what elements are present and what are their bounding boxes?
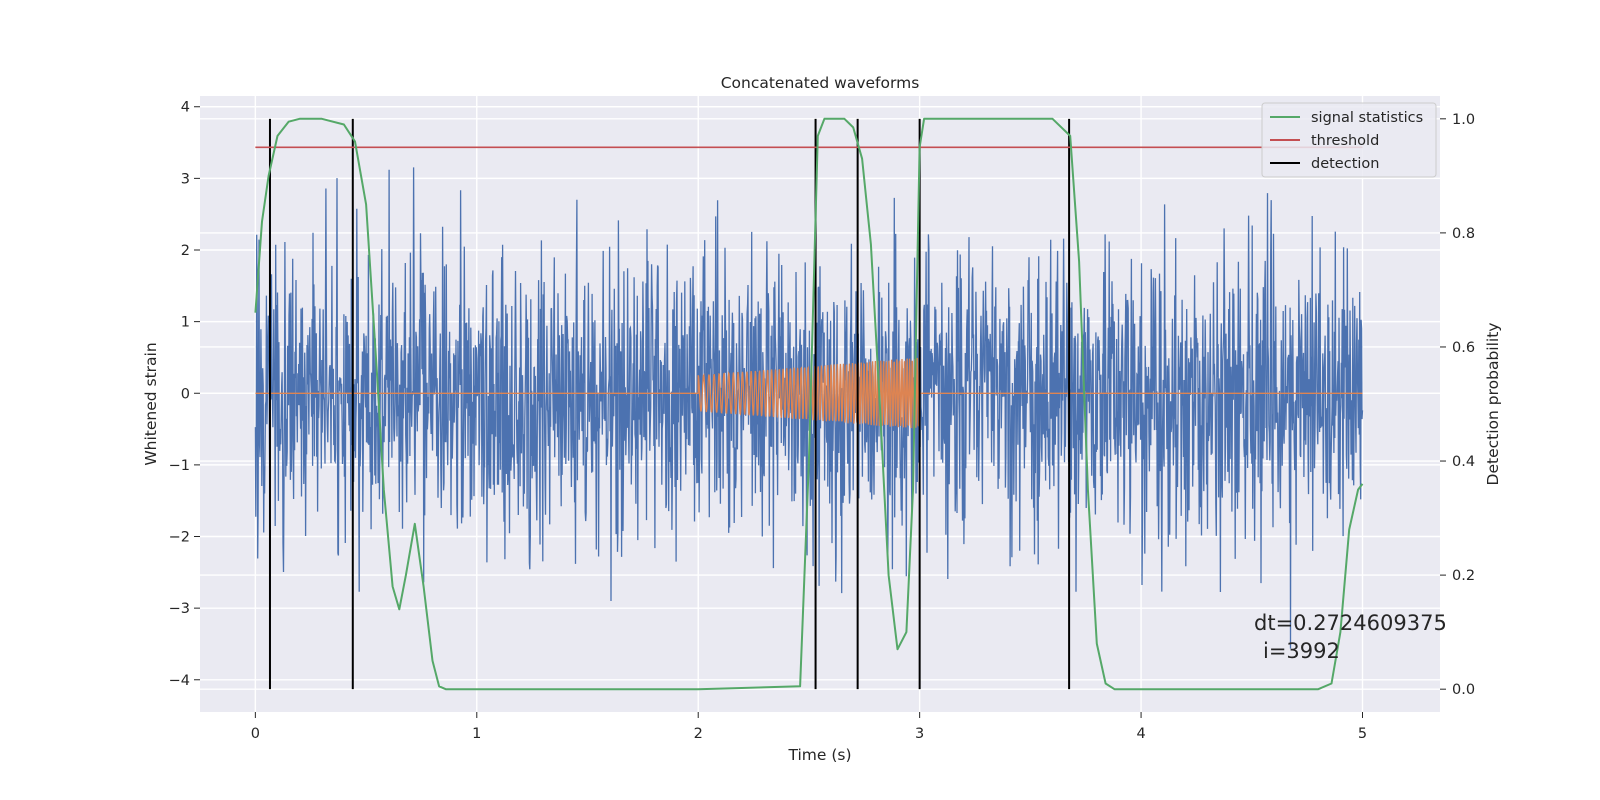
y2-tick-label: 0.0: [1452, 682, 1475, 698]
y-tick-label: −4: [169, 673, 190, 689]
legend-box: [1261, 102, 1437, 178]
x-axis-label: Time (s): [787, 746, 851, 764]
signal-statistics-series: [254, 117, 1364, 691]
axis-ticks: 0 1 2 3 4 5 −4 −3 −2 −1 0 1 2 3 4 0.0 0.2 0.4 0.6 0.8 1.0: [169, 100, 1475, 742]
y-tick-label: −3: [169, 601, 190, 617]
legend-label-detection: detection: [1311, 156, 1379, 172]
signal-statistics-line: [254, 117, 1364, 691]
y-tick-label: 3: [181, 171, 190, 187]
legend-label-threshold: threshold: [1311, 133, 1379, 149]
y-tick-label: 0: [181, 386, 190, 402]
y-tick-label: 2: [181, 243, 190, 259]
y-tick-label: −1: [169, 458, 190, 474]
x-tick-label: 0: [251, 726, 260, 742]
annotation-i: i=3992: [1263, 639, 1340, 663]
x-tick-label: 5: [1358, 726, 1367, 742]
legend-label-signal-statistics: signal statistics: [1311, 110, 1423, 126]
x-tick-label: 3: [915, 726, 924, 742]
y-tick-label: 4: [181, 100, 190, 116]
legend: signal statistics threshold detection: [1261, 102, 1437, 178]
x-tick-label: 1: [472, 726, 481, 742]
y2-tick-label: 1.0: [1452, 112, 1475, 128]
y-tick-label: 1: [181, 315, 190, 331]
x-tick-label: 4: [1136, 726, 1145, 742]
y-axis-label: Whitened strain: [142, 342, 160, 465]
annotation-dt: dt=0.2724609375: [1254, 611, 1447, 635]
y2-tick-label: 0.6: [1452, 340, 1475, 356]
injected-waveform-line: [255, 357, 1363, 429]
x-tick-label: 2: [694, 726, 703, 742]
y-tick-label: −2: [169, 530, 190, 546]
chart-title: Concatenated waveforms: [721, 74, 920, 92]
y2-tick-label: 0.8: [1452, 226, 1475, 242]
y2-tick-label: 0.4: [1452, 454, 1475, 470]
y2-tick-label: 0.2: [1452, 568, 1475, 584]
annotation: dt=0.2724609375 i=3992: [1254, 611, 1447, 663]
y2-axis-label: Detection probability: [1484, 323, 1502, 486]
injected-waveform-series: [255, 357, 1363, 429]
